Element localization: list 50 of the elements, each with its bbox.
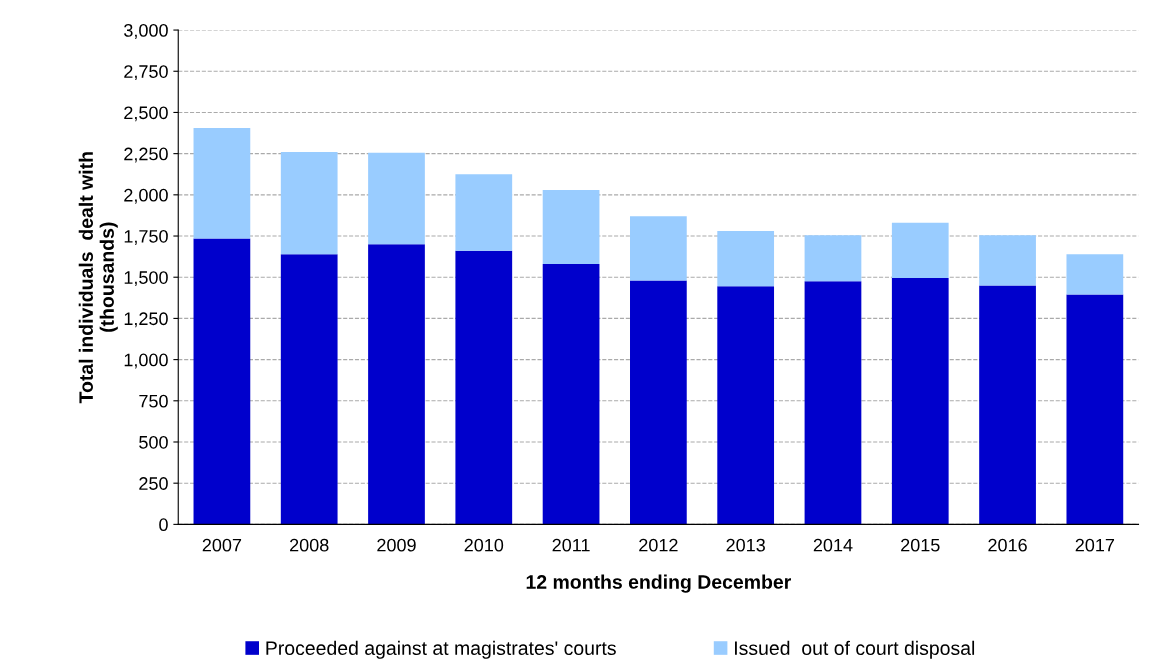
y-tick-label: 2,500 [124,106,168,122]
bar [717,231,775,287]
y-tick-label: 500 [139,435,168,449]
y-tick-label: 2,250 [124,147,168,163]
x-axis-title: 12 months ending December [526,574,791,593]
bar [630,216,687,281]
x-tick-label: 2010 [464,538,504,552]
y-tick-label: 2,000 [124,188,168,204]
y-tick-label: 750 [139,394,168,408]
bar [891,278,949,525]
bar [280,254,338,525]
legend-label: Proceeded against at magistrates' courts [266,640,616,659]
bar [717,286,775,525]
bar [979,285,1036,525]
bar [368,152,425,245]
bar [630,280,687,525]
bar [280,151,338,255]
x-tick-label: 2012 [639,538,678,552]
x-tick-label: 2007 [202,538,242,552]
bar [368,244,425,525]
y-tick-label: 1,500 [124,271,168,287]
y-tick-label: 1,000 [124,353,168,369]
bar [455,250,513,525]
x-tick-label: 2011 [552,538,590,552]
y-tick-label: 1,250 [124,312,168,328]
y-tick-label: 2,750 [124,65,168,81]
bar [804,235,862,282]
bar [804,281,862,525]
bar [193,238,251,525]
legend-label: Issued out of court disposal [735,640,975,659]
y-tick-label: 250 [139,477,168,490]
bar [542,264,600,525]
y-tick-label: 3,000 [124,23,168,39]
x-tick-label: 2016 [988,538,1027,552]
y-axis-title: Total individuals dealt with (thousands) [78,152,118,404]
bar [1066,294,1124,525]
y-tick-label: 0 [159,518,168,532]
x-tick-label: 2015 [901,538,940,552]
bar [979,235,1036,286]
x-tick-label: 2009 [377,538,416,552]
bar [1066,254,1124,295]
bar [193,128,251,239]
x-tick-label: 2017 [1075,538,1115,552]
x-tick-label: 2013 [726,538,765,552]
x-tick-label: 2008 [290,538,329,552]
bar [542,189,600,265]
bar [455,174,513,251]
x-tick-label: 2014 [813,538,853,552]
y-tick-label: 1,750 [124,229,168,245]
bar [891,222,949,279]
